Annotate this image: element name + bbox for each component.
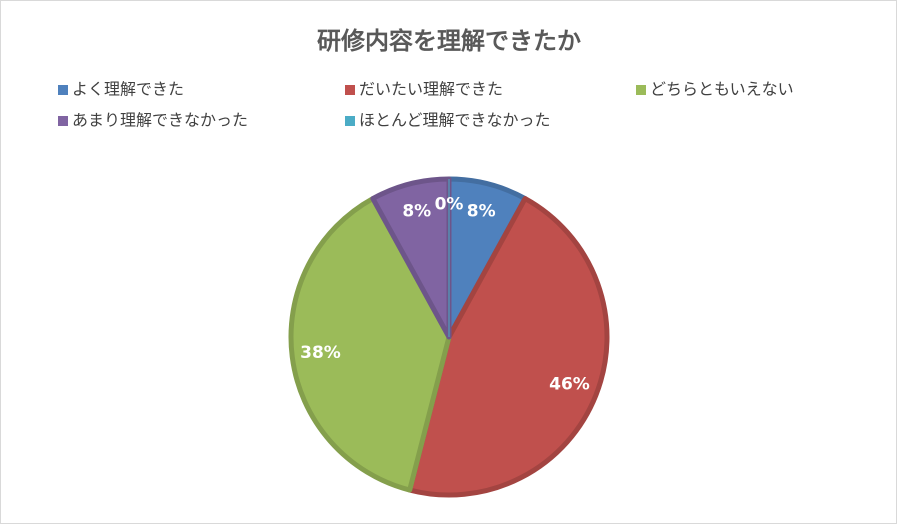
data-label: 8% — [402, 202, 431, 222]
legend-label: ほとんど理解できなかった — [359, 111, 551, 130]
data-label: 38% — [300, 343, 341, 363]
data-label: 0% — [435, 194, 464, 214]
legend-label: だいたい理解できた — [359, 80, 503, 99]
legend-swatch — [58, 116, 68, 126]
legend-label: どちらともいえない — [650, 80, 794, 99]
legend-label: よく理解できた — [72, 80, 184, 99]
chart-title: 研修内容を理解できたか — [317, 27, 581, 55]
data-label: 46% — [549, 375, 590, 395]
pie-slice — [288, 196, 452, 493]
legend-swatch — [345, 116, 355, 126]
legend-swatch — [345, 85, 355, 95]
legend-swatch — [58, 85, 68, 95]
legend-label: あまり理解できなかった — [72, 111, 248, 130]
data-label: 8% — [467, 202, 496, 222]
legend-swatch — [636, 85, 646, 95]
pie-slice — [407, 196, 610, 498]
